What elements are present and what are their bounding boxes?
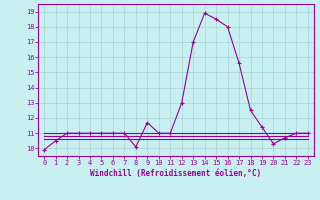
X-axis label: Windchill (Refroidissement éolien,°C): Windchill (Refroidissement éolien,°C) xyxy=(91,169,261,178)
